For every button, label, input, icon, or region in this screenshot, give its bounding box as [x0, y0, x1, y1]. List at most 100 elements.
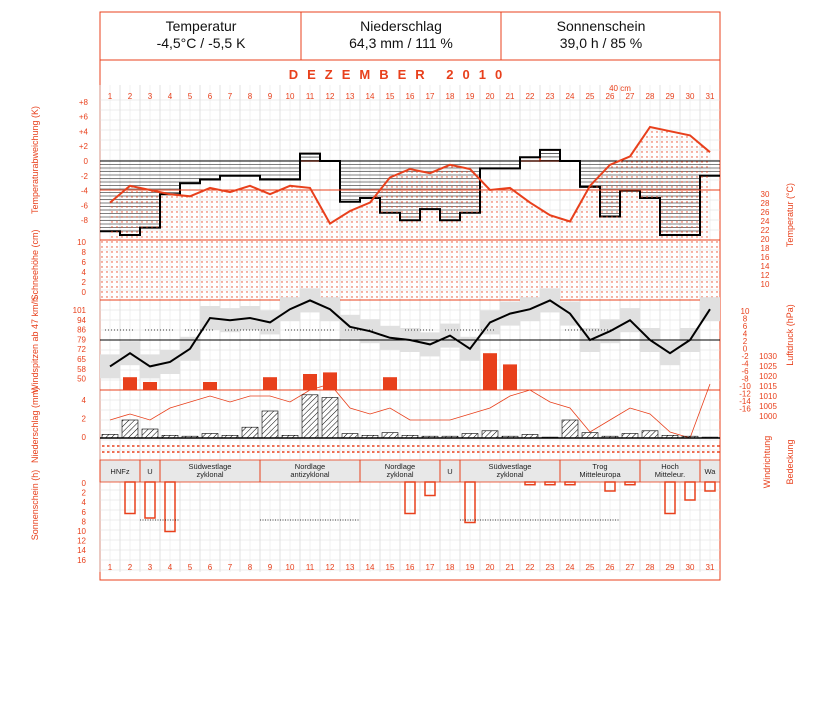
- weather-type-label: Südwestlage zyklonal: [489, 462, 532, 479]
- day-label-top: 13: [346, 92, 355, 101]
- day-label-top: 15: [386, 92, 395, 101]
- day-label-top: 21: [506, 92, 515, 101]
- day-label-bottom: 8: [248, 563, 253, 572]
- precip-bar: [121, 419, 139, 439]
- day-label-top: 6: [208, 92, 213, 101]
- day-label-bottom: 13: [346, 563, 355, 572]
- temperature-tick: 30: [761, 190, 770, 199]
- temperature-tick: 18: [761, 244, 770, 253]
- temp-anomaly-tick: -8: [81, 216, 89, 225]
- axis-title-pressure: Luftdruck (hPa): [785, 304, 795, 366]
- day-label-bottom: 29: [666, 563, 675, 572]
- pressure-anomaly-tick: -10: [739, 382, 751, 391]
- precip-bar: [581, 432, 599, 439]
- temperature-tick: 14: [761, 262, 770, 271]
- temp-anomaly-tick: -2: [81, 172, 89, 181]
- snow-tick: 0: [82, 288, 87, 297]
- temperature-line: [109, 125, 711, 226]
- precip-bar: [561, 419, 579, 439]
- header-temperature-label: Temperatur: [165, 18, 237, 34]
- day-label-top: 1: [108, 92, 113, 101]
- day-label-top: 2: [128, 92, 133, 101]
- weather-type-label: HNFz: [110, 467, 129, 476]
- day-label-bottom: 9: [268, 563, 273, 572]
- weather-type-label: U: [147, 467, 152, 476]
- temp-anomaly-tick: 0: [84, 157, 89, 166]
- sunshine-bar: [124, 481, 136, 515]
- weather-type-line1: Südwestlage: [189, 462, 232, 471]
- precip-bar: [641, 430, 659, 439]
- day-label-top: 3: [148, 92, 153, 101]
- temp-anomaly-tick: +8: [79, 98, 89, 107]
- sunshine-tick: 0: [82, 479, 87, 488]
- sunshine-tick: 2: [82, 489, 87, 498]
- wind-tick: 79: [77, 335, 86, 344]
- weather-type-label: Südwestlage zyklonal: [189, 462, 232, 479]
- temp-anomaly-tick: +6: [79, 113, 89, 122]
- day-label-bottom: 14: [366, 563, 375, 572]
- precip-bar: [141, 428, 159, 439]
- pressure-anomaly-tick: -4: [741, 360, 749, 369]
- temp-anomaly-tick: -4: [81, 187, 89, 196]
- weather-type-line2: Mitteleuropa: [579, 470, 621, 479]
- weather-type-line1: Nordlage: [385, 462, 415, 471]
- weather-type-line2: Mitteleur.: [655, 470, 685, 479]
- axis-title-wind: Windspitzen ab 47 km/h: [30, 297, 40, 393]
- pressure-anomaly-line: [109, 383, 711, 439]
- axis-title-snow: Schneehöhe (cm): [30, 229, 40, 300]
- sunshine-tick: 8: [82, 517, 87, 526]
- day-label-bottom: 4: [168, 563, 173, 572]
- day-label-top: 17: [426, 92, 435, 101]
- day-label-bottom: 23: [546, 563, 555, 572]
- temp-anomaly-tick: -6: [81, 201, 89, 210]
- pressure-anomaly-tick: 8: [743, 315, 748, 324]
- weather-type-line1: Trog: [592, 462, 607, 471]
- weather-type-label: Trog Mitteleuropa: [579, 462, 621, 479]
- pressure-anomaly-tick: -16: [739, 405, 751, 414]
- day-label-top: 4: [168, 92, 173, 101]
- day-label-bottom: 25: [586, 563, 595, 572]
- wind-gust-bar: [483, 353, 497, 390]
- day-label-top: 27: [626, 92, 635, 101]
- precip-bar: [241, 426, 259, 439]
- weather-type-line2: zyklonal: [196, 470, 223, 479]
- axis-title-temperature: Temperatur (°C): [785, 183, 795, 247]
- day-label-top: 30: [686, 92, 695, 101]
- wind-tick: 65: [77, 355, 86, 364]
- header-temperature: Temperatur -4,5°C / -5,5 K: [101, 12, 301, 59]
- day-label-bottom: 27: [626, 563, 635, 572]
- wind-gust-bar: [263, 377, 277, 390]
- pressure-anomaly-tick: 0: [743, 345, 748, 354]
- pressure-anomaly-tick: -8: [741, 375, 749, 384]
- day-label-bottom: 30: [686, 563, 695, 572]
- day-label-top: 5: [188, 92, 193, 101]
- header-sun-label: Sonnenschein: [556, 18, 646, 34]
- sunshine-bar: [564, 481, 576, 486]
- sunshine-bar: [464, 481, 476, 524]
- day-label-bottom: 6: [208, 563, 213, 572]
- wind-gust-bar: [503, 364, 517, 390]
- day-label-bottom: 11: [306, 563, 315, 572]
- header-sun-value: 39,0 h / 85 %: [559, 35, 643, 51]
- sunshine-bar: [164, 481, 176, 533]
- weather-type-line1: Hoch: [661, 462, 679, 471]
- wind-gust-bar: [303, 374, 317, 390]
- snow-tick: 10: [77, 238, 86, 247]
- precip-bar: [261, 410, 279, 439]
- temperature-tick: 16: [761, 253, 770, 262]
- weather-type-label: Nordlage zyklonal: [385, 462, 415, 479]
- sunshine-bar: [524, 481, 536, 486]
- day-label-bottom: 7: [228, 563, 233, 572]
- day-label-top: 25: [586, 92, 595, 101]
- pressure-anomaly-tick: -12: [739, 390, 751, 399]
- day-label-top: 16: [406, 92, 415, 101]
- pressure-anomaly-tick: 4: [743, 330, 748, 339]
- pressure-tick: 1000: [759, 412, 777, 421]
- day-label-top: 18: [446, 92, 455, 101]
- day-label-top: 11: [306, 92, 315, 101]
- temperature-dots-area: [110, 127, 710, 240]
- sunshine-tick: 12: [77, 537, 86, 546]
- day-label-bottom: 21: [506, 563, 515, 572]
- precip-tick: 4: [82, 396, 87, 405]
- day-label-top: 12: [326, 92, 335, 101]
